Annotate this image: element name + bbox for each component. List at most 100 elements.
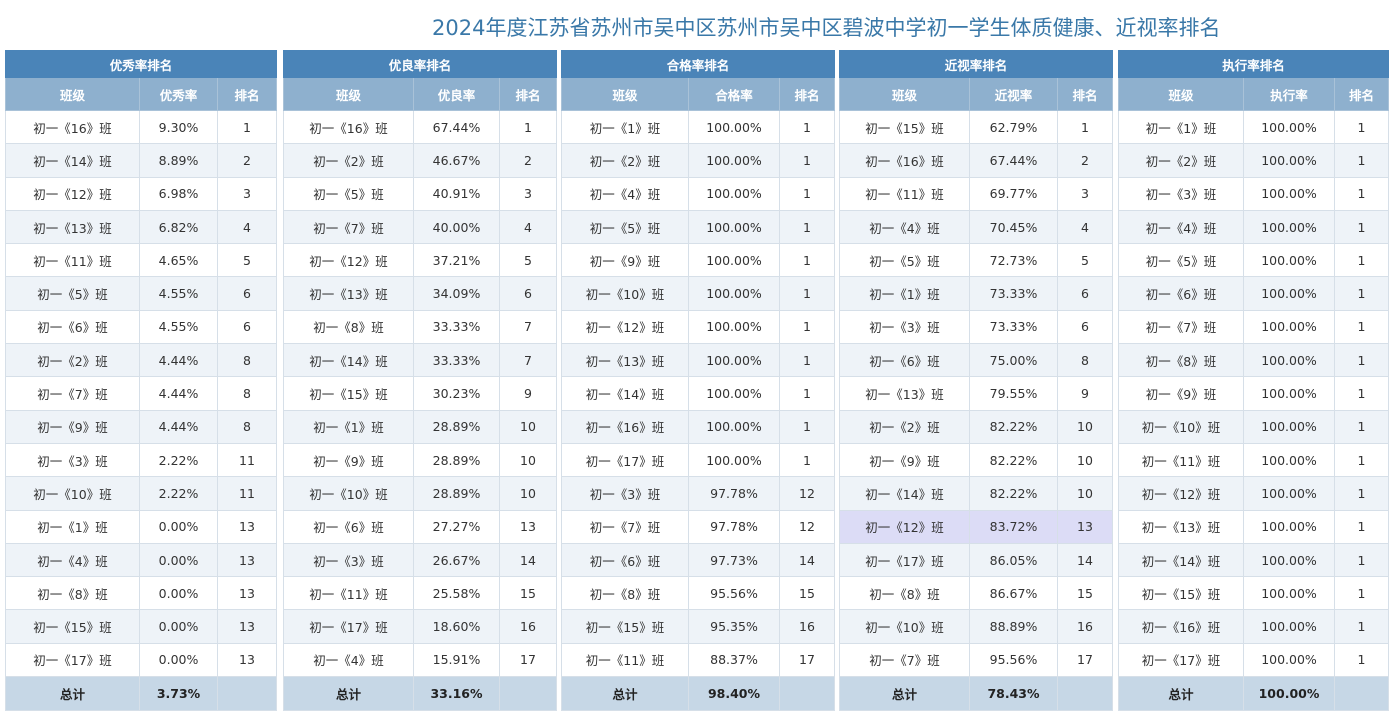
cell-class: 初一《1》班 [283, 409, 414, 444]
table-row[interactable]: 初一《6》班 27.27% 13 [283, 509, 557, 544]
cell-rate: 82.22% [969, 476, 1058, 511]
table-row[interactable]: 初一《2》班 100.00% 1 [1118, 143, 1389, 178]
table-row[interactable]: 初一《1》班 0.00% 13 [5, 509, 277, 544]
table-row[interactable]: 初一《14》班 100.00% 1 [1118, 542, 1389, 578]
table-row[interactable]: 初一《11》班 100.00% 1 [1118, 442, 1389, 478]
table-row[interactable]: 初一《1》班 100.00% 1 [561, 109, 835, 145]
cell-rate: 100.00% [1243, 409, 1335, 444]
table-row[interactable]: 初一《17》班 18.60% 16 [283, 609, 557, 644]
table-row[interactable]: 初一《5》班 100.00% 1 [1118, 243, 1389, 278]
table-row[interactable]: 初一《1》班 73.33% 6 [839, 276, 1113, 311]
table-row[interactable]: 初一《12》班 37.21% 5 [283, 243, 557, 278]
table-row[interactable]: 初一《6》班 100.00% 1 [1118, 276, 1389, 311]
total-cell-rate: 3.73% [139, 676, 218, 712]
table-row[interactable]: 初一《13》班 34.09% 6 [283, 276, 557, 311]
table-row[interactable]: 初一《16》班 9.30% 1 [5, 109, 277, 145]
table-row[interactable]: 初一《16》班 100.00% 1 [561, 409, 835, 444]
table-row[interactable]: 初一《3》班 26.67% 14 [283, 542, 557, 578]
table-row[interactable]: 初一《14》班 82.22% 10 [839, 476, 1113, 511]
cell-rank: 5 [217, 243, 277, 278]
table-row[interactable]: 初一《17》班 86.05% 14 [839, 542, 1113, 578]
cell-class: 初一《10》班 [5, 476, 140, 511]
table-row[interactable]: 初一《4》班 15.91% 17 [283, 642, 557, 678]
table-row[interactable]: 初一《10》班 100.00% 1 [561, 276, 835, 311]
table-row[interactable]: 初一《10》班 28.89% 10 [283, 476, 557, 511]
table-row[interactable]: 初一《8》班 100.00% 1 [1118, 343, 1389, 378]
table-row[interactable]: 初一《14》班 8.89% 2 [5, 143, 277, 178]
table-row[interactable]: 初一《9》班 28.89% 10 [283, 442, 557, 478]
table-row[interactable]: 初一《8》班 86.67% 15 [839, 576, 1113, 611]
header-row: 班级 优良率 排名 [283, 77, 557, 111]
cell-rank: 13 [1057, 509, 1113, 544]
table-row[interactable]: 初一《2》班 100.00% 1 [561, 143, 835, 178]
table-row[interactable]: 初一《8》班 95.56% 15 [561, 576, 835, 611]
table-row[interactable]: 初一《3》班 100.00% 1 [1118, 176, 1389, 211]
table-row[interactable]: 初一《15》班 95.35% 16 [561, 609, 835, 644]
table-row[interactable]: 初一《1》班 100.00% 1 [1118, 109, 1389, 145]
table-row[interactable]: 初一《14》班 33.33% 7 [283, 343, 557, 378]
table-row[interactable]: 初一《17》班 100.00% 1 [561, 442, 835, 478]
table-row[interactable]: 初一《8》班 0.00% 13 [5, 576, 277, 611]
table-row[interactable]: 初一《15》班 30.23% 9 [283, 376, 557, 411]
table-row[interactable]: 初一《4》班 70.45% 4 [839, 209, 1113, 245]
table-row[interactable]: 初一《4》班 100.00% 1 [561, 176, 835, 211]
table-row[interactable]: 初一《12》班 100.00% 1 [1118, 476, 1389, 511]
table-row[interactable]: 初一《7》班 100.00% 1 [1118, 309, 1389, 345]
table-row[interactable]: 初一《16》班 67.44% 1 [283, 109, 557, 145]
table-row[interactable]: 初一《1》班 28.89% 10 [283, 409, 557, 444]
table-row[interactable]: 初一《15》班 100.00% 1 [1118, 576, 1389, 611]
table-row[interactable]: 初一《13》班 100.00% 1 [561, 343, 835, 378]
table-row[interactable]: 初一《14》班 100.00% 1 [561, 376, 835, 411]
table-row[interactable]: 初一《13》班 79.55% 9 [839, 376, 1113, 411]
cell-class: 初一《12》班 [5, 176, 140, 211]
table-row[interactable]: 初一《13》班 6.82% 4 [5, 209, 277, 245]
table-row[interactable]: 初一《12》班 6.98% 3 [5, 176, 277, 211]
table-row[interactable]: 初一《12》班 83.72% 13 [839, 509, 1113, 544]
table-row[interactable]: 初一《6》班 75.00% 8 [839, 343, 1113, 378]
table-row[interactable]: 初一《9》班 82.22% 10 [839, 442, 1113, 478]
table-row[interactable]: 初一《4》班 0.00% 13 [5, 542, 277, 578]
table-row[interactable]: 初一《2》班 46.67% 2 [283, 143, 557, 178]
table-row[interactable]: 初一《7》班 95.56% 17 [839, 642, 1113, 678]
table-row[interactable]: 初一《10》班 2.22% 11 [5, 476, 277, 511]
table-row[interactable]: 初一《5》班 100.00% 1 [561, 209, 835, 245]
table-row[interactable]: 初一《13》班 100.00% 1 [1118, 509, 1389, 544]
table-row[interactable]: 初一《5》班 40.91% 3 [283, 176, 557, 211]
table-row[interactable]: 初一《2》班 82.22% 10 [839, 409, 1113, 444]
table-row[interactable]: 初一《11》班 25.58% 15 [283, 576, 557, 611]
table-row[interactable]: 初一《9》班 4.44% 8 [5, 409, 277, 444]
table-row[interactable]: 初一《12》班 100.00% 1 [561, 309, 835, 345]
table-row[interactable]: 初一《15》班 62.79% 1 [839, 109, 1113, 145]
table-row[interactable]: 初一《7》班 97.78% 12 [561, 509, 835, 544]
cell-rank: 11 [217, 442, 277, 478]
table-row[interactable]: 初一《8》班 33.33% 7 [283, 309, 557, 345]
table-row[interactable]: 初一《10》班 100.00% 1 [1118, 409, 1389, 444]
table-row[interactable]: 初一《6》班 97.73% 14 [561, 542, 835, 578]
table-row[interactable]: 初一《6》班 4.55% 6 [5, 309, 277, 345]
table-row[interactable]: 初一《16》班 67.44% 2 [839, 143, 1113, 178]
table-row[interactable]: 初一《3》班 2.22% 11 [5, 442, 277, 478]
table-row[interactable]: 初一《17》班 0.00% 13 [5, 642, 277, 678]
cell-rate: 100.00% [688, 209, 780, 245]
cell-rank: 14 [779, 542, 835, 578]
table-row[interactable]: 初一《2》班 4.44% 8 [5, 343, 277, 378]
table-row[interactable]: 初一《3》班 97.78% 12 [561, 476, 835, 511]
table-row[interactable]: 初一《10》班 88.89% 16 [839, 609, 1113, 644]
cell-class: 初一《17》班 [283, 609, 414, 644]
table-row[interactable]: 初一《5》班 4.55% 6 [5, 276, 277, 311]
table-row[interactable]: 初一《7》班 4.44% 8 [5, 376, 277, 411]
cell-rate: 100.00% [1243, 642, 1335, 678]
table-row[interactable]: 初一《11》班 69.77% 3 [839, 176, 1113, 211]
table-row[interactable]: 初一《3》班 73.33% 6 [839, 309, 1113, 345]
table-row[interactable]: 初一《9》班 100.00% 1 [561, 243, 835, 278]
table-row[interactable]: 初一《4》班 100.00% 1 [1118, 209, 1389, 245]
table-row[interactable]: 初一《7》班 40.00% 4 [283, 209, 557, 245]
table-row[interactable]: 初一《11》班 88.37% 17 [561, 642, 835, 678]
table-row[interactable]: 初一《5》班 72.73% 5 [839, 243, 1113, 278]
table-row[interactable]: 初一《11》班 4.65% 5 [5, 243, 277, 278]
cell-rank: 1 [1334, 209, 1389, 245]
table-row[interactable]: 初一《17》班 100.00% 1 [1118, 642, 1389, 678]
table-row[interactable]: 初一《9》班 100.00% 1 [1118, 376, 1389, 411]
table-row[interactable]: 初一《16》班 100.00% 1 [1118, 609, 1389, 644]
table-row[interactable]: 初一《15》班 0.00% 13 [5, 609, 277, 644]
